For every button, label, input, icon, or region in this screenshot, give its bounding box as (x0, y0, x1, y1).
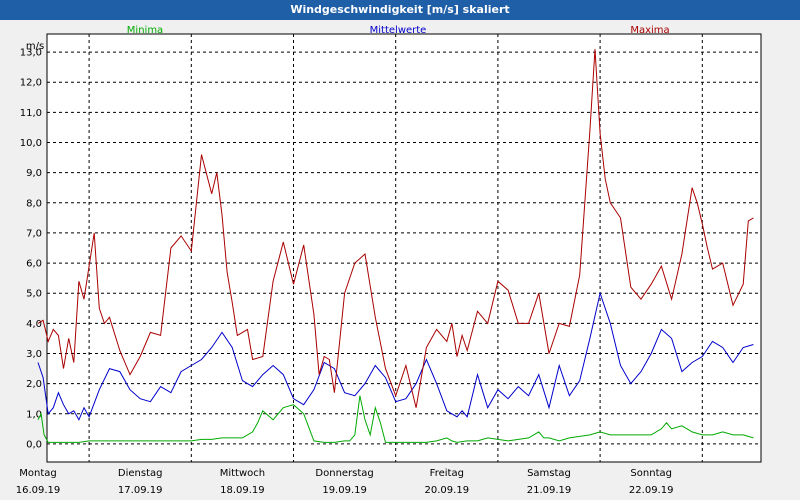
x-tick-day: Sonntag (630, 468, 672, 479)
plot-area (46, 33, 762, 463)
y-axis: 0,0 1,0 2,0 3,0 4,0 5,0 6,0 7,0 8,0 9,0 10,0 11,0 12… (20, 48, 42, 451)
y-tick-label: 7,0 (26, 228, 42, 239)
series-line-mittelwerte (37, 291, 754, 421)
x-tick-date: 20.09.19 (425, 485, 470, 496)
y-tick-label: 5,0 (26, 289, 42, 300)
y-tick-label: 3,0 (26, 349, 42, 360)
y-tick-label: 9,0 (26, 168, 42, 179)
x-axis: Montag 16.09.19 Dienstag 17.09.19 Mittwoch 18… (16, 468, 674, 496)
x-tick-day: Montag (19, 468, 56, 479)
y-tick-label: 6,0 (26, 259, 42, 270)
legend-mittelwerte: Mittelwerte (370, 25, 427, 36)
x-tick-date: 21.09.19 (527, 485, 572, 496)
y-tick-label: 4,0 (26, 319, 42, 330)
chart-title: Windgeschwindigkeit [m/s] skaliert (0, 0, 800, 20)
x-tick-day: Dienstag (118, 468, 163, 479)
y-tick-label: 1,0 (26, 409, 42, 420)
y-tick-label: 8,0 (26, 198, 42, 209)
x-tick-date: 18.09.19 (220, 485, 265, 496)
y-tick-label: 10,0 (20, 138, 42, 149)
y-axis-unit: m/s (26, 41, 44, 52)
x-tick-day: Donnerstag (315, 468, 373, 479)
y-tick-label: 13,0 (20, 48, 42, 59)
x-tick-date: 19.09.19 (322, 485, 367, 496)
x-tick-day: Freitag (430, 468, 464, 479)
x-tick-day: Mittwoch (220, 468, 265, 479)
series-lines (37, 49, 754, 443)
grid (47, 34, 761, 462)
x-tick-date: 16.09.19 (16, 485, 61, 496)
y-tick-label: 12,0 (20, 78, 42, 89)
legend-maxima: Maxima (630, 25, 669, 36)
x-tick-date: 22.09.19 (629, 485, 674, 496)
y-tick-label: 2,0 (26, 379, 42, 390)
y-tick-label: 11,0 (20, 108, 42, 119)
x-tick-day: Samstag (527, 468, 571, 479)
legend-minima: Minima (127, 25, 163, 36)
series-line-minima (37, 395, 754, 443)
x-tick-date: 17.09.19 (118, 485, 163, 496)
series-line-maxima (37, 49, 754, 408)
y-tick-label: 0,0 (26, 439, 42, 450)
